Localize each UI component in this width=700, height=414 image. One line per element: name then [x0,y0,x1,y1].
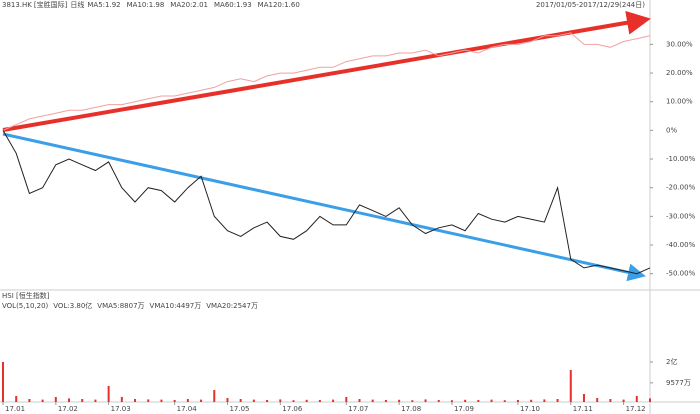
volume-bar [147,399,150,402]
volume-bar [635,396,638,402]
volume-bar [68,398,71,402]
x-tick-label: 17.01 [5,405,25,413]
volume-tick-label: 9577万 [666,379,691,387]
y-tick-label: 20.00% [666,69,693,77]
volume-bar [450,400,453,402]
volume-bar [292,400,295,402]
volume-bar [649,398,651,402]
volume-bar [464,399,467,402]
volume-bar [226,398,229,402]
x-tick-label: 17.03 [111,405,131,413]
y-tick-label: -20.00% [666,184,696,192]
header-text: MA20:2.01 [170,1,208,9]
y-tick-label: -40.00% [666,241,696,249]
volume-indicator: VOL(5,10,20) [2,302,49,310]
header-text: [宝胜国际] [34,0,68,9]
volume-bar [279,399,282,402]
volume-bar [358,399,361,402]
volume-bar [252,399,255,402]
volume-bar [239,399,242,402]
trend-arrow-up [2,10,651,132]
volume-bar [15,396,18,402]
volume-bar [503,400,506,402]
x-tick-label: 17.05 [229,405,249,413]
volume-bar [81,399,84,402]
volume-bar [134,399,137,402]
volume-bar [516,400,519,402]
y-tick-label: 10.00% [666,98,693,106]
x-tick-label: 17.07 [348,405,368,413]
volume-bar [384,400,387,402]
volume-bar [332,399,335,402]
header-text: MA10:1.98 [127,1,165,9]
volume-bar [371,399,374,402]
y-tick-label: -10.00% [666,155,696,163]
date-range: 2017/01/05-2017/12/29(244日) [536,1,645,9]
volume-bar [41,399,44,402]
volume-bar [477,400,480,402]
x-tick-label: 17.02 [58,405,78,413]
volume-indicator: VMA10:4497万 [150,302,202,310]
series-line [2,32,651,131]
volume-bar [543,399,546,402]
volume-bar [266,400,269,402]
volume-bar [582,394,585,402]
volume-bar [622,399,625,402]
volume-bar [530,399,533,402]
volume-tick-label: 2亿 [666,357,677,366]
volume-bar [437,400,440,402]
volume-bar [107,386,110,402]
header-text: MA5:1.92 [87,1,120,9]
volume-bar [200,399,203,402]
volume-bar [398,399,401,402]
x-tick-label: 17.08 [401,405,421,413]
volume-bar [186,399,189,402]
x-tick-label: 17.10 [520,405,540,413]
volume-bar [305,399,308,402]
lower-title: HSI [恒生指数] [2,291,50,300]
volume-bar [318,400,321,402]
volume-indicator: VMA20:2547万 [206,302,258,310]
volume-bar [569,370,572,402]
volume-bar [54,397,57,402]
volume-bar [345,397,348,402]
volume-bar [213,390,216,402]
volume-indicator: VMA5:8807万 [97,302,144,310]
volume-bar [596,398,599,402]
y-tick-label: 30.00% [666,40,693,48]
volume-bar [2,362,4,402]
volume-indicator: VOL:3.80亿 [53,301,92,310]
y-tick-label: 0% [666,126,677,134]
header-text: MA120:1.60 [258,1,300,9]
header: 3813.HK [宝胜国际] 日线 MA5:1.92 MA10:1.98 MA20:2.0… [2,0,300,9]
y-tick-label: -50.00% [666,270,696,278]
x-tick-label: 17.11 [573,405,593,413]
volume-bar [160,399,163,402]
volume-bar [120,397,123,402]
header-text: 日线 [70,0,84,9]
series-line [2,130,651,275]
volume-bar [411,400,414,402]
y-tick-label: -30.00% [666,212,696,220]
volume-bar [490,399,493,402]
trend-arrow-down [2,132,646,282]
volume-bar [173,400,176,402]
header-text: MA60:1.93 [214,1,252,9]
header-text: 3813.HK [2,1,32,9]
volume-bar [556,399,559,402]
x-tick-label: 17.09 [454,405,474,413]
volume-bar [424,399,427,402]
x-tick-label: 17.12 [626,405,646,413]
volume-bar [609,399,612,402]
x-tick-label: 17.06 [282,405,303,413]
volume-bar [94,399,97,402]
volume-bar [28,399,31,402]
x-tick-label: 17.04 [177,405,198,413]
